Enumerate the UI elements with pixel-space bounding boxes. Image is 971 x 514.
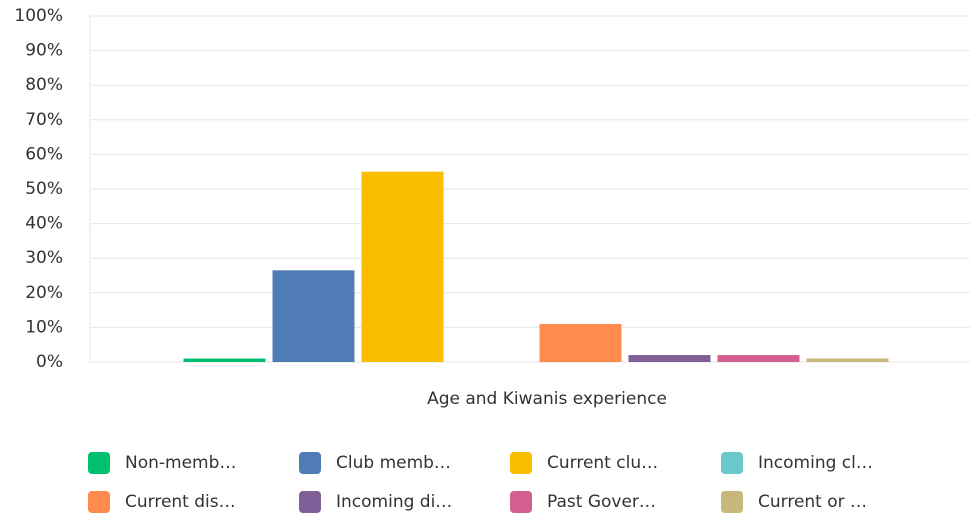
legend-label: Non-memb… bbox=[125, 453, 236, 473]
legend-swatch bbox=[510, 452, 532, 474]
bar bbox=[361, 171, 444, 362]
legend-swatch bbox=[721, 452, 743, 474]
y-tick-label: 50% bbox=[25, 179, 63, 199]
legend-label: Current clu… bbox=[547, 453, 658, 473]
legend-label: Current dis… bbox=[125, 492, 236, 512]
y-tick-label: 20% bbox=[25, 283, 63, 303]
legend-swatch bbox=[299, 491, 321, 513]
bar bbox=[183, 358, 266, 362]
legend-swatch bbox=[721, 491, 743, 513]
y-tick-label: 80% bbox=[25, 75, 63, 95]
bar bbox=[539, 323, 622, 362]
legend-label: Current or … bbox=[758, 492, 867, 512]
y-tick-label: 60% bbox=[25, 144, 63, 164]
y-tick-label: 90% bbox=[25, 41, 63, 61]
legend-label: Incoming cl… bbox=[758, 453, 873, 473]
legend-swatch bbox=[510, 491, 532, 513]
x-tick-label: Age and Kiwanis experience bbox=[427, 389, 667, 409]
y-tick-label: 100% bbox=[14, 6, 63, 26]
legend-swatch bbox=[88, 491, 110, 513]
legend-swatch bbox=[88, 452, 110, 474]
legend-label: Incoming di… bbox=[336, 492, 452, 512]
y-tick-label: 30% bbox=[25, 248, 63, 268]
y-tick-label: 40% bbox=[25, 214, 63, 234]
y-tick-label: 0% bbox=[36, 352, 63, 372]
legend-label: Club memb… bbox=[336, 453, 451, 473]
bar bbox=[717, 355, 800, 362]
y-tick-label: 70% bbox=[25, 110, 63, 130]
bar bbox=[806, 358, 889, 362]
y-tick-label: 10% bbox=[25, 317, 63, 337]
legend-label: Past Gover… bbox=[547, 492, 656, 512]
legend-swatch bbox=[299, 452, 321, 474]
bar bbox=[272, 270, 355, 362]
bar bbox=[628, 355, 711, 362]
